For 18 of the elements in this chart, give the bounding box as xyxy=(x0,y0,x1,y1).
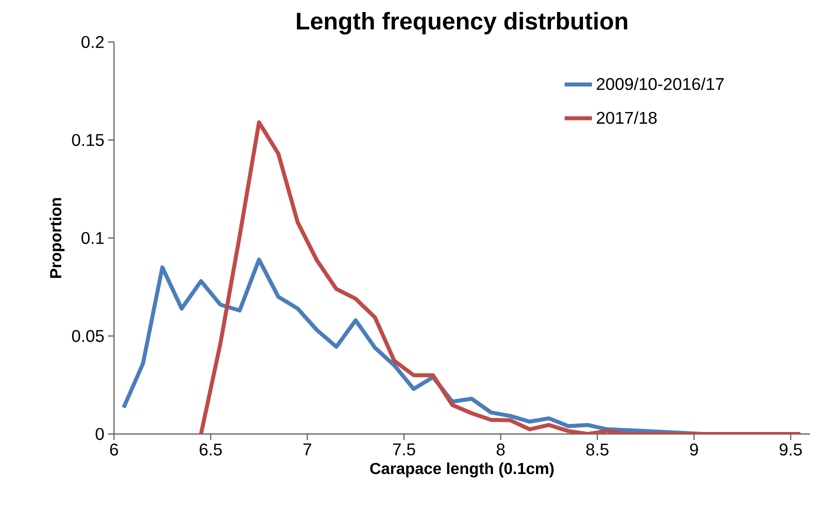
x-tick-label: 6.5 xyxy=(200,444,222,456)
x-tick-label: 7.5 xyxy=(393,444,416,456)
x-tick-label: 6 xyxy=(110,444,118,456)
y-tick-label: 0 xyxy=(96,428,104,440)
y-tick-label: 0.05 xyxy=(72,330,104,342)
x-tick-label: 9.5 xyxy=(780,444,802,456)
x-tick-label: 8 xyxy=(496,444,505,456)
y-tick-label: 0.15 xyxy=(72,134,104,146)
x-tick-label: 7 xyxy=(303,444,312,456)
y-tick-label: 0.1 xyxy=(81,232,104,244)
y-tick-label: 0.2 xyxy=(81,36,104,48)
legend-label: 2009/10-2016/17 xyxy=(596,78,724,90)
chart-title: Length frequency distrbution xyxy=(296,12,628,34)
legend-label: 2017/18 xyxy=(596,111,657,124)
x-axis-title: Carapace length (0.1cm) xyxy=(370,462,554,478)
y-axis-title: Proportion xyxy=(50,198,65,278)
x-tick-label: 8.5 xyxy=(586,444,608,456)
x-tick-label: 9 xyxy=(690,444,698,456)
